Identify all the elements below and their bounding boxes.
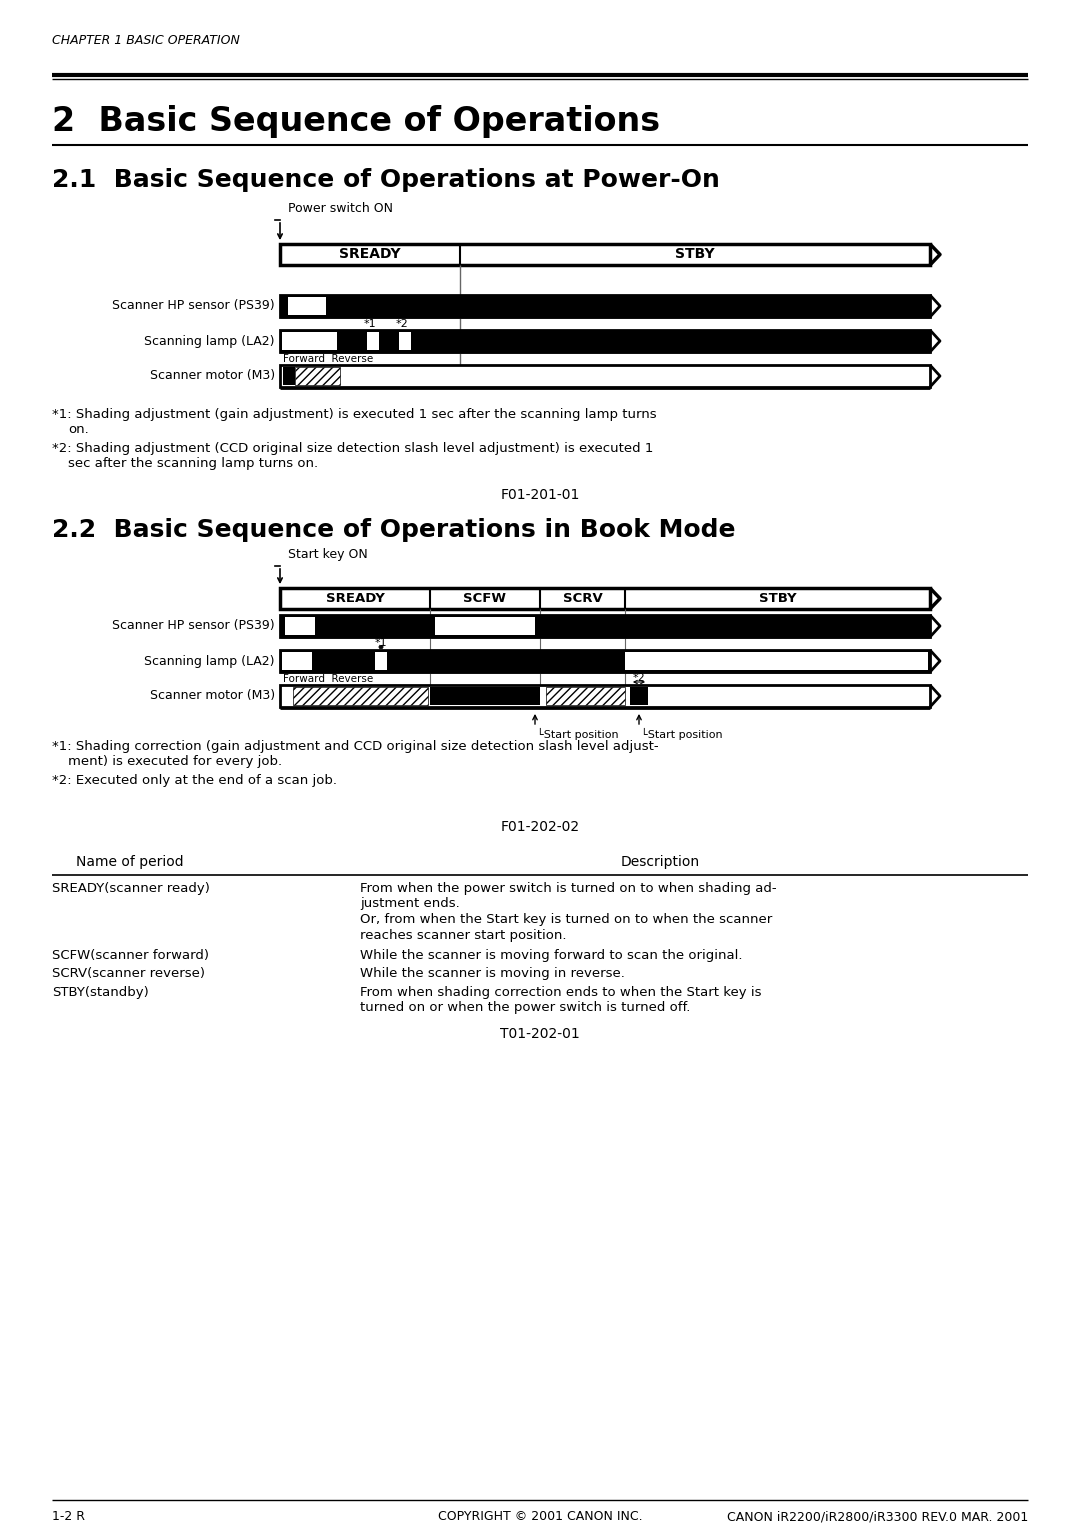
Bar — [280, 295, 930, 317]
Bar — [540, 687, 546, 705]
Text: 2  Basic Sequence of Operations: 2 Basic Sequence of Operations — [52, 106, 660, 138]
Text: Scanner motor (M3): Scanner motor (M3) — [150, 690, 275, 702]
Text: *1: *1 — [364, 320, 376, 329]
Text: Scanner HP sensor (PS39): Scanner HP sensor (PS39) — [112, 300, 275, 312]
Bar — [280, 685, 930, 706]
Text: SCRV(scanner reverse): SCRV(scanner reverse) — [52, 968, 205, 980]
Text: 1-2 R: 1-2 R — [52, 1511, 85, 1523]
Bar — [280, 615, 930, 638]
Text: 2.2  Basic Sequence of Operations in Book Mode: 2.2 Basic Sequence of Operations in Book… — [52, 518, 735, 541]
Bar — [280, 650, 930, 673]
Text: Scanning lamp (LA2): Scanning lamp (LA2) — [145, 654, 275, 668]
Text: *2: Shading adjustment (CCD original size detection slash level adjustment) is e: *2: Shading adjustment (CCD original siz… — [52, 442, 653, 456]
Bar — [630, 687, 648, 705]
Text: sec after the scanning lamp turns on.: sec after the scanning lamp turns on. — [68, 457, 319, 469]
Bar — [288, 297, 326, 315]
Bar — [625, 651, 928, 670]
Text: CHAPTER 1 BASIC OPERATION: CHAPTER 1 BASIC OPERATION — [52, 34, 240, 47]
Bar — [280, 365, 930, 387]
Bar — [293, 687, 428, 705]
Bar — [399, 332, 411, 350]
Bar — [280, 589, 930, 609]
Text: STBY: STBY — [675, 248, 715, 261]
Bar — [280, 295, 930, 317]
Text: Forward  Reverse: Forward Reverse — [283, 674, 374, 683]
Text: Or, from when the Start key is turned on to when the scanner: Or, from when the Start key is turned on… — [360, 913, 772, 927]
Text: Description: Description — [620, 855, 700, 868]
Text: From when shading correction ends to when the Start key is: From when shading correction ends to whe… — [360, 986, 761, 998]
Text: F01-201-01: F01-201-01 — [500, 488, 580, 502]
Text: SCRV: SCRV — [563, 592, 603, 605]
Text: COPYRIGHT © 2001 CANON INC.: COPYRIGHT © 2001 CANON INC. — [437, 1511, 643, 1523]
Bar — [367, 332, 379, 350]
Text: Forward  Reverse: Forward Reverse — [283, 355, 374, 364]
Text: └Start position: └Start position — [642, 728, 723, 740]
Text: Scanner motor (M3): Scanner motor (M3) — [150, 370, 275, 382]
Bar — [375, 651, 387, 670]
Bar — [283, 687, 293, 705]
Bar — [546, 687, 625, 705]
Text: *1: Shading adjustment (gain adjustment) is executed 1 sec after the scanning la: *1: Shading adjustment (gain adjustment)… — [52, 408, 657, 420]
Text: SCFW: SCFW — [463, 592, 507, 605]
Text: Scanner HP sensor (PS39): Scanner HP sensor (PS39) — [112, 619, 275, 633]
Text: on.: on. — [68, 424, 89, 436]
Text: *1: *1 — [375, 638, 388, 648]
Text: STBY: STBY — [758, 592, 796, 605]
Text: STBY(standby): STBY(standby) — [52, 986, 149, 998]
Bar — [285, 618, 315, 635]
Text: SCFW(scanner forward): SCFW(scanner forward) — [52, 950, 210, 962]
Bar — [379, 332, 399, 350]
Text: While the scanner is moving forward to scan the original.: While the scanner is moving forward to s… — [360, 950, 743, 962]
Text: *2: *2 — [633, 673, 646, 683]
Text: └Start position: └Start position — [537, 728, 619, 740]
Bar — [280, 650, 930, 673]
Text: While the scanner is moving in reverse.: While the scanner is moving in reverse. — [360, 968, 625, 980]
Text: *2: Executed only at the end of a scan job.: *2: Executed only at the end of a scan j… — [52, 774, 337, 787]
Text: SREADY: SREADY — [339, 248, 401, 261]
Text: Name of period: Name of period — [77, 855, 184, 868]
Text: justment ends.: justment ends. — [360, 898, 460, 910]
Text: *2: *2 — [395, 320, 408, 329]
Text: 2.1  Basic Sequence of Operations at Power-On: 2.1 Basic Sequence of Operations at Powe… — [52, 168, 720, 193]
Bar — [280, 615, 930, 638]
Bar — [430, 687, 540, 705]
Text: T01-202-01: T01-202-01 — [500, 1027, 580, 1041]
Text: turned on or when the power switch is turned off.: turned on or when the power switch is tu… — [360, 1001, 690, 1015]
Text: reaches scanner start position.: reaches scanner start position. — [360, 928, 567, 942]
Text: ment) is executed for every job.: ment) is executed for every job. — [68, 755, 282, 768]
Bar — [295, 367, 340, 385]
Bar — [280, 330, 930, 352]
Bar — [282, 332, 337, 350]
Bar — [435, 618, 535, 635]
Text: F01-202-02: F01-202-02 — [500, 820, 580, 833]
Text: SREADY(scanner ready): SREADY(scanner ready) — [52, 882, 210, 894]
Text: *1: Shading correction (gain adjustment and CCD original size detection slash le: *1: Shading correction (gain adjustment … — [52, 740, 659, 752]
Text: Scanning lamp (LA2): Scanning lamp (LA2) — [145, 335, 275, 347]
Bar — [280, 330, 930, 352]
Bar — [337, 332, 367, 350]
Text: Power switch ON: Power switch ON — [288, 202, 393, 216]
Text: From when the power switch is turned on to when shading ad-: From when the power switch is turned on … — [360, 882, 777, 894]
Text: Start key ON: Start key ON — [288, 547, 368, 561]
Bar — [280, 245, 930, 265]
Bar — [282, 651, 312, 670]
Bar — [283, 367, 295, 385]
Text: SREADY: SREADY — [325, 592, 384, 605]
Text: CANON iR2200/iR2800/iR3300 REV.0 MAR. 2001: CANON iR2200/iR2800/iR3300 REV.0 MAR. 20… — [727, 1511, 1028, 1523]
